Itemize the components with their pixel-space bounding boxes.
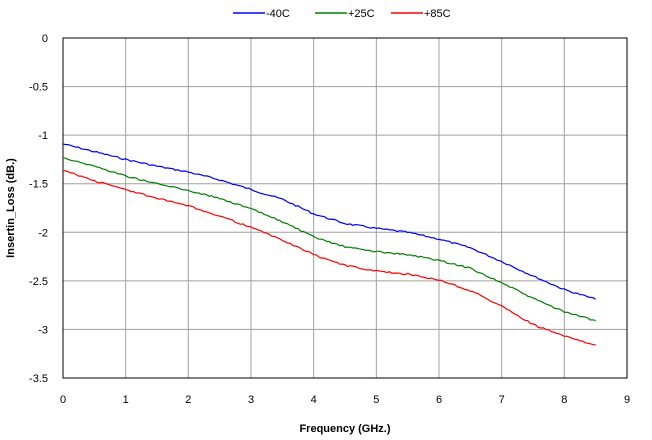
x-tick-label: 9	[624, 394, 630, 406]
x-tick-label: 6	[436, 394, 442, 406]
y-tick-label: -1.5	[29, 179, 48, 191]
legend-label-3: +85C	[424, 8, 451, 20]
y-tick-label: -2	[38, 227, 48, 239]
series-group	[62, 143, 597, 346]
x-tick-label: 4	[311, 394, 317, 406]
legend: -40C +25C +85C	[233, 8, 451, 20]
x-tick-label: 2	[185, 394, 191, 406]
y-axis-title: Insertin_Loss (dB.)	[5, 158, 17, 258]
y-tick-label: -2.5	[29, 276, 48, 288]
y-tick-label: -3.5	[29, 373, 48, 385]
y-tick-label: 0	[42, 33, 48, 45]
x-tick-label: 3	[248, 394, 254, 406]
series-line-2	[62, 157, 596, 322]
y-tick-label: -0.5	[29, 82, 48, 94]
x-tick-label: 1	[123, 394, 129, 406]
plot-frame	[62, 37, 628, 379]
y-tick-labels: 0 -0.5 -1 -1.5 -2 -2.5 -3 -3.5	[29, 33, 48, 385]
x-axis-title: Frequency (GHz.)	[299, 423, 390, 435]
x-tick-labels: 0 1 2 3 4 5 6 7 8 9	[60, 394, 630, 406]
series-line-1	[62, 143, 597, 300]
y-tick-label: -1	[38, 130, 48, 142]
x-tick-label: 8	[561, 394, 567, 406]
x-tick-label: 7	[499, 394, 505, 406]
x-tick-label: 5	[373, 394, 379, 406]
grid	[62, 37, 628, 379]
y-tick-label: -3	[38, 324, 48, 336]
legend-label-1: -40C	[266, 8, 290, 20]
x-tick-label: 0	[60, 394, 66, 406]
series-line-3	[62, 170, 596, 346]
legend-label-2: +25C	[348, 8, 375, 20]
